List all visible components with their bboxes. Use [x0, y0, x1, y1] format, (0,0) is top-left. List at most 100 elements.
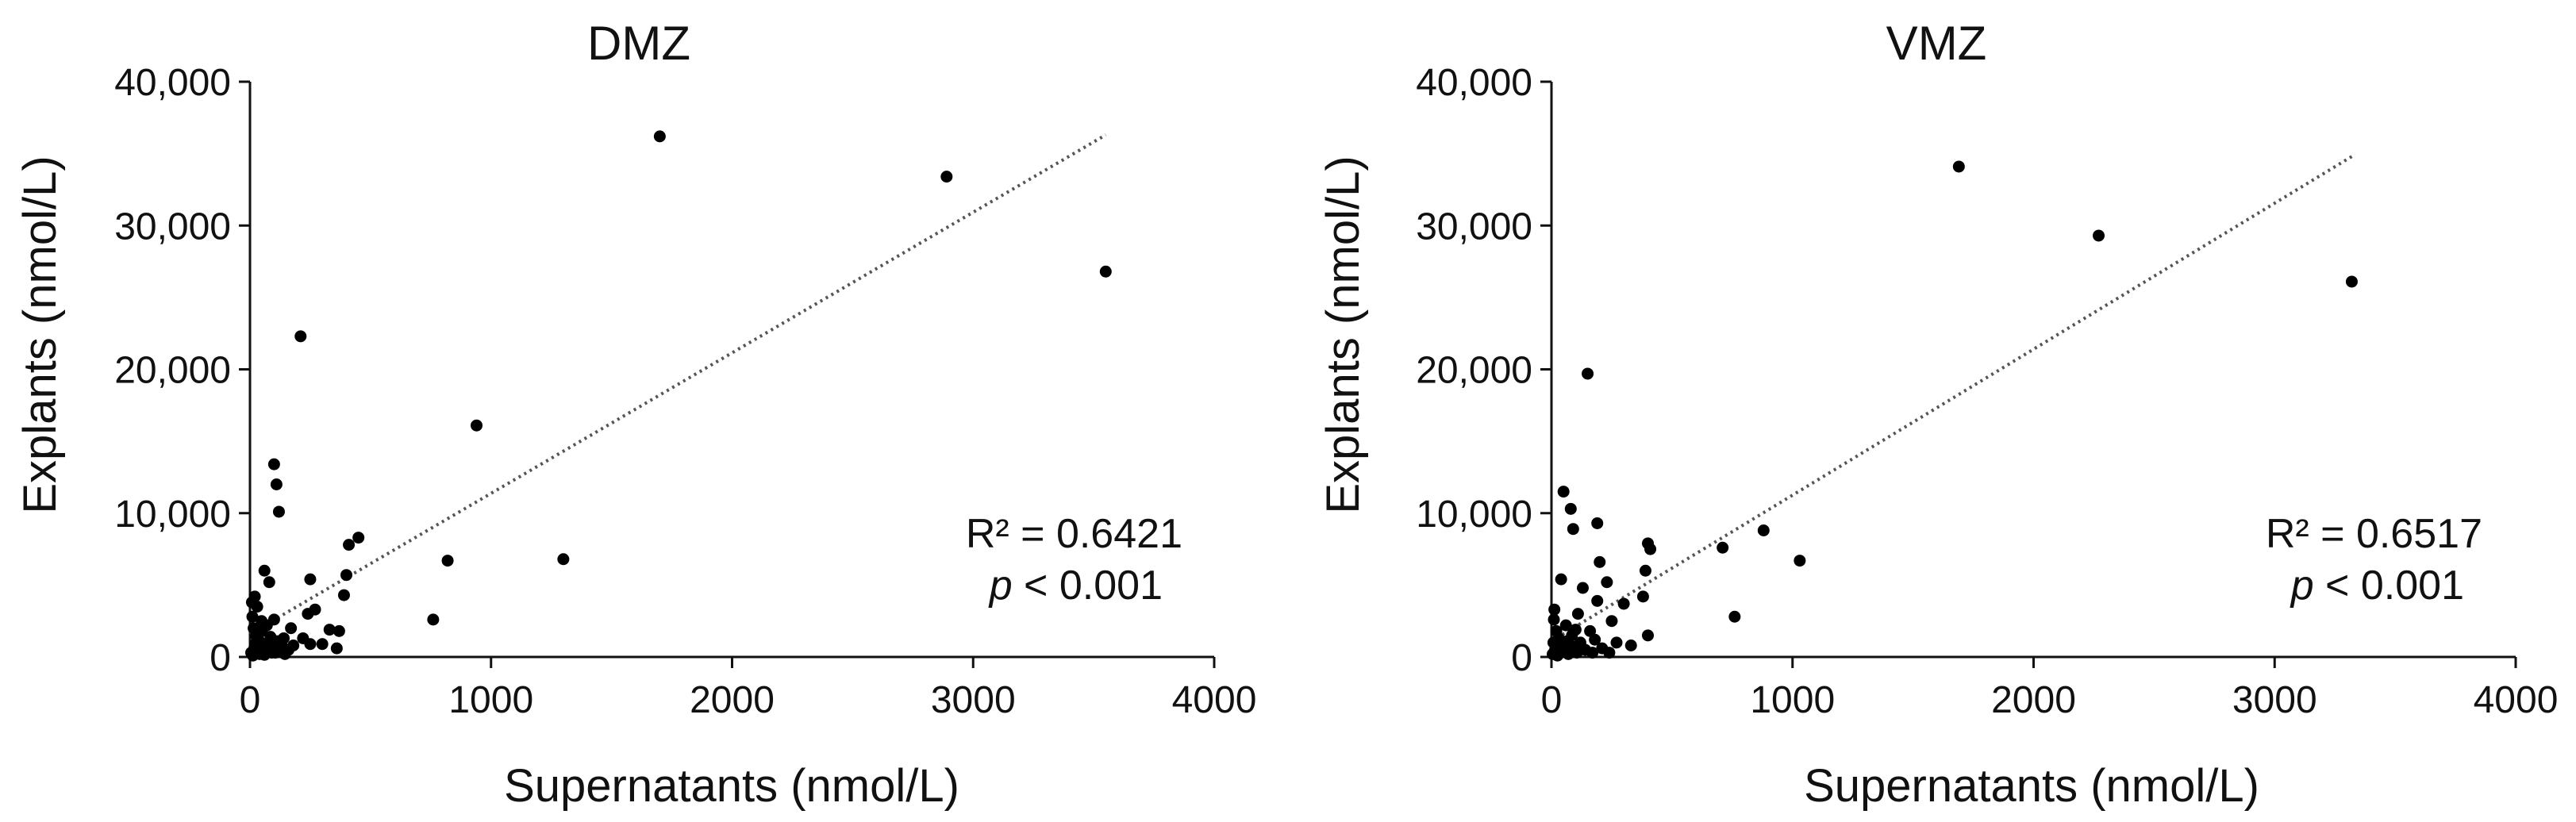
vmz-x-tick-label: 0 [1541, 679, 1563, 721]
dmz-data-point [294, 330, 307, 343]
vmz-data-point [1559, 619, 1572, 632]
vmz-y-tick-label: 10,000 [1416, 494, 1532, 536]
vmz-data-point [1567, 523, 1579, 536]
dmz-data-point [285, 622, 298, 635]
vmz-data-point [1564, 502, 1577, 515]
vmz-data-point [1557, 486, 1570, 498]
vmz-data-point [1569, 624, 1582, 636]
dmz-y-tick-label: 10,000 [114, 494, 231, 536]
dmz-data-point [304, 638, 317, 651]
vmz-p-value: p < 0.001 [2290, 563, 2464, 609]
dmz-data-point [352, 532, 365, 544]
vmz-data-point [1589, 633, 1601, 646]
dmz-data-point [653, 130, 666, 143]
dmz-data-point [270, 478, 283, 490]
dmz-panel: DMZ Explants (nmol/L) Supernatants (nmol… [14, 17, 1256, 812]
vmz-data-point [1601, 576, 1613, 589]
dmz-data-point [940, 171, 953, 183]
dmz-data-point [245, 596, 258, 609]
dmz-data-point [323, 624, 336, 636]
dmz-data-point [471, 419, 483, 432]
dmz-x-axis-label: Supernatants (nmol/L) [504, 760, 959, 812]
vmz-y-tick-label: 30,000 [1416, 206, 1532, 248]
dmz-x-tick-label: 3000 [931, 679, 1016, 721]
vmz-data-point [1728, 610, 1741, 623]
vmz-x-tick-label: 4000 [2474, 679, 2559, 721]
dmz-y-tick-label: 30,000 [114, 206, 231, 248]
dmz-data-point [246, 610, 259, 623]
vmz-data-point [1644, 543, 1657, 555]
vmz-data-point [2345, 275, 2358, 288]
dmz-data-point [441, 555, 454, 567]
dmz-data-point [258, 648, 271, 661]
dmz-data-point [272, 505, 285, 518]
vmz-data-point [1610, 636, 1623, 649]
dmz-data-point [316, 638, 329, 651]
dmz-x-tick-label: 1000 [448, 679, 533, 721]
dmz-x-tick-label: 2000 [690, 679, 775, 721]
vmz-data-point [1757, 524, 1770, 536]
vmz-data-point [1547, 636, 1559, 649]
dmz-x-tick-label: 4000 [1172, 679, 1257, 721]
dmz-data-point [267, 458, 280, 471]
vmz-data-point [1548, 603, 1561, 616]
vmz-panel: VMZ Explants (nmol/L) Supernatants (nmol… [1317, 17, 2558, 812]
dmz-p-text: < 0.001 [1013, 563, 1163, 609]
dmz-y-tick-label: 0 [210, 637, 231, 679]
vmz-data-point [1586, 647, 1599, 659]
dmz-data-point [333, 624, 345, 637]
dmz-data-point [1099, 265, 1112, 278]
vmz-data-point [1617, 597, 1630, 610]
vmz-data-point [1591, 517, 1604, 529]
vmz-r-squared: R² = 0.6517 [2266, 511, 2482, 557]
dmz-data-point [557, 553, 570, 566]
dmz-trend-line [248, 133, 1107, 636]
dmz-data-point [278, 632, 290, 644]
dmz-y-axis-label: Explants (nmol/L) [14, 156, 66, 513]
vmz-data-point [1605, 615, 1618, 628]
vmz-data-point [1952, 160, 1965, 173]
vmz-y-tick-label: 0 [1511, 637, 1532, 679]
dmz-data-point [343, 539, 356, 551]
vmz-data-point [1591, 594, 1604, 607]
dmz-y-tick-label: 20,000 [114, 350, 231, 392]
vmz-chart-title: VMZ [1886, 17, 1987, 70]
vmz-y-axis-label: Explants (nmol/L) [1317, 156, 1369, 513]
vmz-x-tick-label: 1000 [1750, 679, 1835, 721]
dmz-data-point [256, 615, 268, 628]
dmz-y-tick-label: 40,000 [114, 62, 231, 104]
vmz-data-point [1717, 541, 1729, 554]
vmz-data-point [1594, 555, 1606, 568]
dmz-data-point [304, 573, 317, 586]
vmz-data-point [1576, 582, 1589, 594]
dmz-r-squared: R² = 0.6421 [966, 511, 1182, 557]
vmz-data-point [1624, 640, 1637, 651]
dmz-data-point [249, 638, 262, 651]
dmz-data-point [263, 576, 275, 589]
vmz-data-point [1571, 608, 1584, 620]
vmz-data-point [1548, 613, 1560, 626]
dmz-data-point [287, 640, 300, 651]
dmz-chart-title: DMZ [587, 17, 690, 70]
vmz-y-tick-label: 20,000 [1416, 350, 1532, 392]
vmz-x-axis-label: Supernatants (nmol/L) [1804, 760, 2259, 812]
dmz-data-point [258, 564, 271, 577]
dmz-data-point [302, 608, 314, 620]
vmz-data-point [1582, 367, 1594, 380]
vmz-data-point [1642, 629, 1654, 642]
dmz-data-point [340, 569, 352, 582]
vmz-p-text: < 0.001 [2314, 563, 2464, 609]
vmz-data-point [1555, 573, 1567, 586]
vmz-y-tick-label: 40,000 [1416, 62, 1532, 104]
vmz-data-point [1636, 590, 1649, 603]
vmz-data-point [2093, 229, 2105, 242]
dmz-p-value: p < 0.001 [988, 563, 1163, 609]
vmz-x-tick-label: 2000 [1991, 679, 2076, 721]
dmz-data-point [330, 642, 343, 655]
dmz-x-tick-label: 0 [240, 679, 261, 721]
vmz-x-tick-label: 3000 [2232, 679, 2317, 721]
dmz-data-point [427, 613, 440, 626]
vmz-p-symbol: p [2290, 563, 2314, 609]
dmz-data-point [337, 589, 350, 601]
